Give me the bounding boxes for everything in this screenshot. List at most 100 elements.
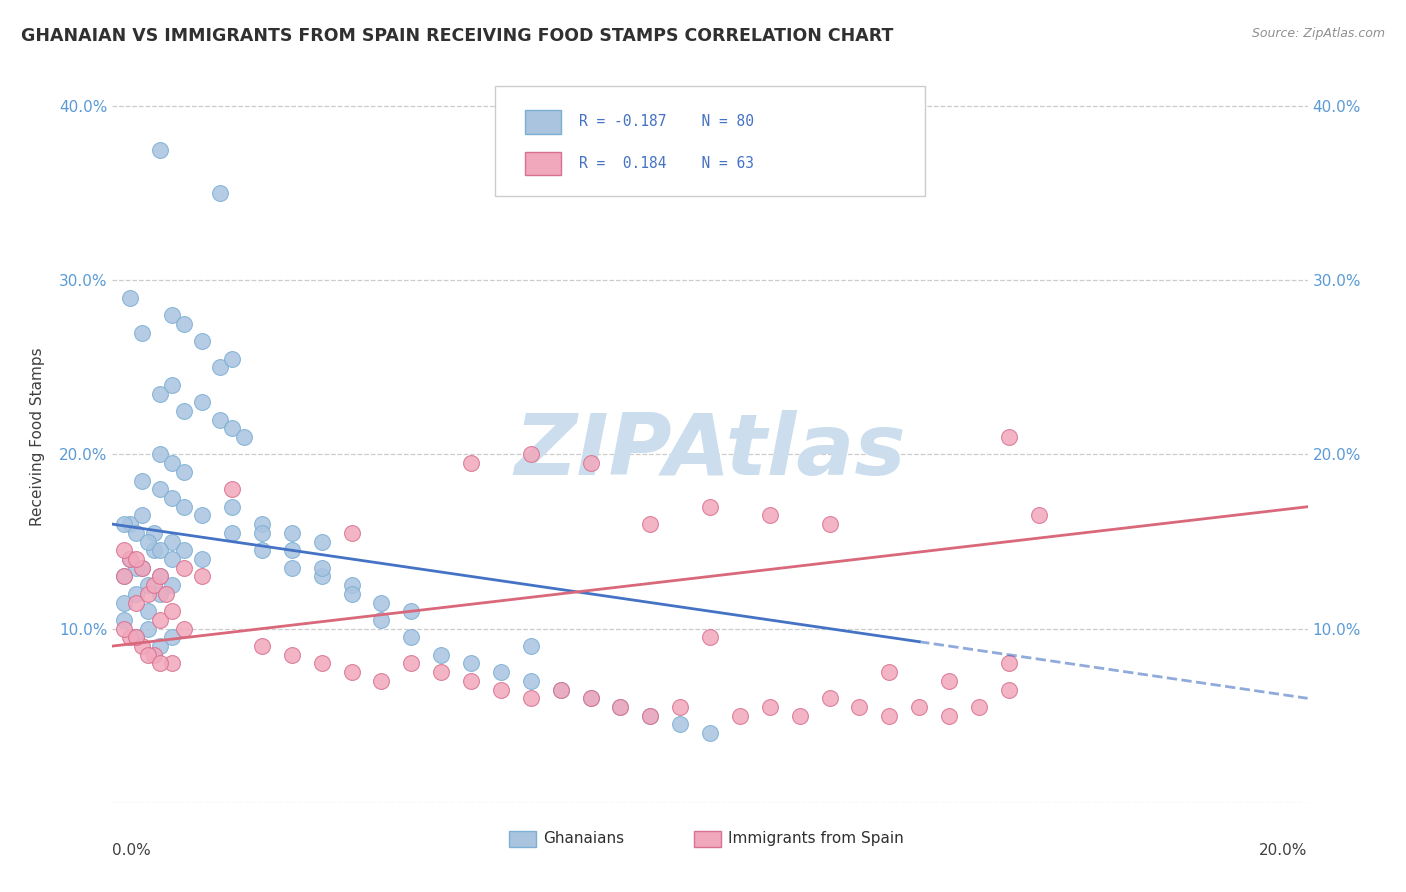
Text: 0.0%: 0.0% [112, 843, 152, 858]
Point [191, 508, 214, 523]
Point [430, 648, 453, 662]
Point [699, 500, 721, 514]
Text: R = -0.187    N = 80: R = -0.187 N = 80 [579, 114, 754, 129]
Point [1028, 508, 1050, 523]
Text: Immigrants from Spain: Immigrants from Spain [728, 831, 904, 847]
Text: Ghanaians: Ghanaians [543, 831, 624, 847]
Point [938, 708, 960, 723]
Point [579, 691, 602, 706]
Point [173, 317, 195, 331]
Point [340, 665, 363, 680]
Point [311, 657, 333, 671]
Point [114, 622, 135, 636]
Point [550, 682, 572, 697]
Point [173, 622, 195, 636]
Point [221, 351, 243, 366]
Point [125, 595, 148, 609]
Point [120, 631, 142, 645]
Point [162, 491, 183, 505]
Point [370, 613, 392, 627]
Point [143, 648, 166, 662]
Point [120, 552, 142, 566]
Point [789, 708, 811, 723]
Point [114, 595, 135, 609]
Point [162, 578, 183, 592]
Point [131, 560, 153, 574]
Point [173, 543, 195, 558]
Point [125, 560, 148, 574]
Point [138, 648, 160, 662]
Point [998, 682, 1021, 697]
Point [250, 525, 273, 540]
Point [728, 708, 751, 723]
Point [401, 657, 423, 671]
Point [879, 665, 901, 680]
Point [125, 525, 148, 540]
Point [579, 456, 602, 470]
Point [191, 569, 214, 583]
Point [818, 691, 841, 706]
Point [908, 700, 931, 714]
Point [120, 552, 142, 566]
Point [998, 657, 1021, 671]
Point [311, 569, 333, 583]
Point [609, 700, 631, 714]
Point [281, 560, 304, 574]
Point [311, 534, 333, 549]
Point [162, 604, 183, 618]
Point [149, 386, 172, 401]
Point [143, 525, 166, 540]
Point [162, 534, 183, 549]
Point [520, 639, 543, 653]
Point [131, 508, 153, 523]
Point [191, 395, 214, 409]
Point [149, 483, 172, 497]
Point [125, 587, 148, 601]
Point [401, 604, 423, 618]
Point [430, 665, 453, 680]
Point [162, 308, 183, 322]
Point [370, 595, 392, 609]
Point [149, 613, 172, 627]
Point [125, 552, 148, 566]
Point [209, 412, 232, 426]
Point [149, 657, 172, 671]
Point [162, 552, 183, 566]
Point [579, 691, 602, 706]
Text: ZIPAtlas: ZIPAtlas [515, 410, 905, 493]
Point [340, 587, 363, 601]
Point [143, 543, 166, 558]
Text: R =  0.184    N = 63: R = 0.184 N = 63 [579, 156, 754, 171]
Point [155, 587, 177, 601]
Y-axis label: Receiving Food Stamps: Receiving Food Stamps [31, 348, 45, 526]
Point [489, 665, 512, 680]
Point [131, 326, 153, 340]
Point [114, 569, 135, 583]
Point [131, 560, 153, 574]
Point [221, 421, 243, 435]
Point [640, 708, 662, 723]
Point [550, 682, 572, 697]
Point [131, 639, 153, 653]
Point [191, 552, 214, 566]
Point [138, 587, 160, 601]
Point [173, 560, 195, 574]
Point [162, 377, 183, 392]
Point [460, 456, 482, 470]
Point [138, 578, 160, 592]
Point [669, 700, 692, 714]
Point [340, 578, 363, 592]
Point [162, 456, 183, 470]
Point [149, 569, 172, 583]
Point [114, 613, 135, 627]
Point [149, 569, 172, 583]
Point [114, 543, 135, 558]
Point [250, 543, 273, 558]
Point [879, 708, 901, 723]
Point [173, 404, 195, 418]
Point [460, 657, 482, 671]
Point [699, 631, 721, 645]
Point [340, 525, 363, 540]
Point [149, 448, 172, 462]
Point [640, 708, 662, 723]
